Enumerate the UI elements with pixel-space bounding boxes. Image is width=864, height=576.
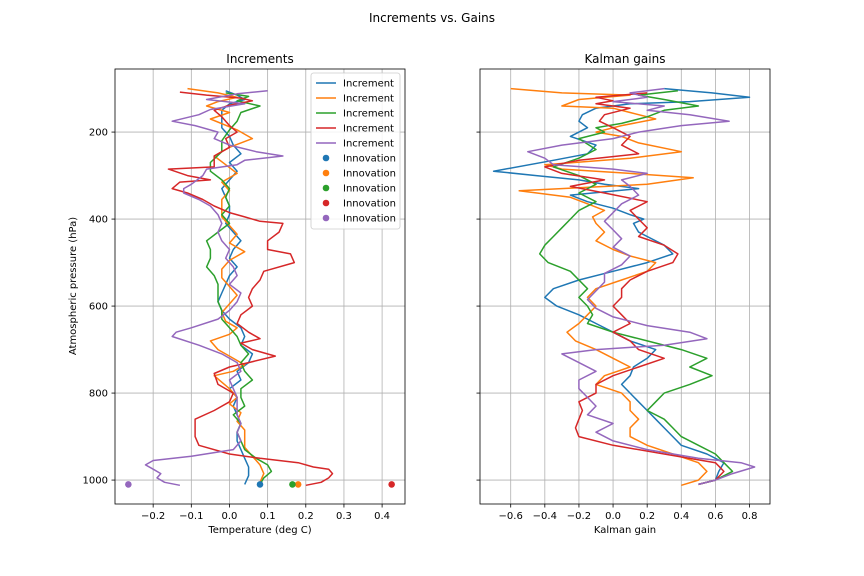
kalman-grid (480, 69, 770, 504)
series-line-4 (167, 91, 334, 487)
innovation-point-2 (294, 481, 302, 488)
x-tick-label: 0.4 (673, 511, 689, 522)
increments-title: Increments (226, 52, 293, 66)
legend-marker-swatch (322, 154, 330, 162)
x-tick-label: 0.0 (605, 511, 621, 522)
y-tick-label: 200 (89, 128, 108, 139)
legend-marker-swatch (322, 214, 330, 222)
kalman-x-ticks: −0.6 −0.4 −0.2 0.0 0.2 0.4 0.6 0.8 (499, 504, 758, 522)
increments-lines (144, 87, 334, 487)
x-tick-label: 0.6 (707, 511, 723, 522)
figure-suptitle: Increments vs. Gains (369, 11, 495, 25)
legend-box (310, 72, 401, 230)
x-tick-label: 0.2 (298, 511, 314, 522)
series-line-5 (527, 87, 756, 486)
kalman-title: Kalman gains (585, 52, 666, 66)
kalman-xlabel: Kalman gain (594, 525, 656, 536)
kalman-axes-frame (479, 68, 771, 505)
increments-y-ticks: 200 400 600 800 1000 (83, 128, 115, 487)
legend-label: Innovation (343, 184, 396, 195)
y-tick-label: 1000 (83, 476, 108, 487)
x-tick-label: 0.4 (374, 511, 390, 522)
increments-xlabel: Temperature (deg C) (207, 525, 311, 536)
series-line-5 (144, 90, 284, 487)
innovation-point-4 (388, 481, 395, 488)
y-tick-label: 600 (89, 302, 108, 313)
legend-label: Increment (343, 79, 394, 90)
legend-marker-swatch (322, 169, 330, 177)
innovation-markers (125, 481, 395, 488)
increments-ylabel: Atmospheric pressure (hPa) (68, 217, 79, 355)
y-tick-label: 400 (89, 215, 108, 226)
x-tick-label: −0.2 (141, 511, 165, 522)
y-tick-label: 800 (89, 389, 108, 400)
increments-x-ticks: −0.2 −0.1 0.0 0.1 0.2 0.3 0.4 (141, 504, 390, 522)
legend-label: Innovation (343, 214, 396, 225)
x-tick-label: 0.3 (336, 511, 352, 522)
legend-label: Innovation (343, 154, 396, 165)
legend-label: Innovation (343, 169, 396, 180)
series-line-3 (538, 90, 734, 486)
x-tick-label: −0.1 (179, 511, 203, 522)
x-tick-label: −0.4 (533, 511, 557, 522)
series-line-2 (187, 87, 265, 483)
x-tick-label: −0.2 (567, 511, 591, 522)
legend-label: Increment (343, 109, 394, 120)
series-line-4 (544, 92, 725, 486)
kalman-y-ticks (476, 131, 480, 481)
x-tick-label: 0.0 (222, 511, 238, 522)
innovation-point-5 (125, 481, 132, 488)
x-tick-label: 0.8 (742, 511, 758, 522)
legend-label: Increment (343, 139, 394, 150)
x-tick-label: 0.2 (639, 511, 655, 522)
legend-label: Increment (343, 124, 394, 135)
legend: Increment Increment Increment Increment Incr… (310, 72, 401, 230)
innovation-point-3 (289, 481, 296, 488)
x-tick-label: 0.1 (260, 511, 276, 522)
kalman-gains-panel: Kalman gains −0.6 −0.4 −0.2 0.0 0.2 0.4 0.6 0.8… (476, 52, 771, 536)
kalman-lines (492, 87, 756, 487)
legend-marker-swatch (322, 184, 330, 192)
legend-label: Innovation (343, 199, 396, 210)
increments-panel: Increments −0.2 −0.1 0.0 0.1 0.2 0.3 0.4 200 40… (68, 52, 406, 536)
legend-marker-swatch (322, 199, 330, 207)
series-line-1 (492, 87, 751, 486)
innovation-point-1 (256, 481, 264, 488)
legend-label: Increment (343, 94, 394, 105)
increments-axes-frame (114, 68, 406, 505)
x-tick-label: −0.6 (499, 511, 523, 522)
